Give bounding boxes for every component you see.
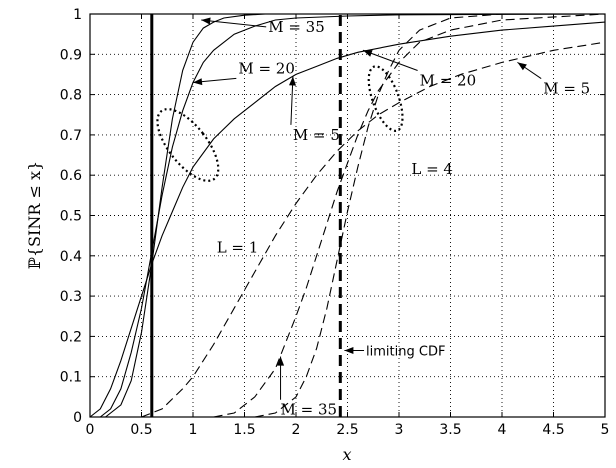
l4-group-ellipse — [367, 65, 404, 132]
annotation-arrow-head — [517, 62, 527, 71]
annotation-arrow-head — [277, 356, 285, 366]
y-tick-label: 0.7 — [60, 128, 82, 144]
x-tick-label: 4.5 — [542, 422, 564, 438]
x-tick-label: 0.5 — [130, 422, 152, 438]
annotation-l-4: L = 4 — [411, 160, 453, 178]
annotation-limiting-cdf: limiting CDF — [366, 345, 445, 360]
annotation-arrow-head — [201, 17, 211, 25]
y-axis-label: ℙ{SINR ≤ x} — [25, 161, 44, 269]
y-tick-label: 0.8 — [60, 88, 82, 104]
y-tick-label: 0.6 — [60, 168, 82, 184]
annotation-m-5: M = 5 — [293, 126, 340, 144]
annotation-arrow-head — [344, 347, 354, 354]
x-tick-label: 4 — [498, 422, 507, 438]
y-tick-label: 1 — [73, 7, 82, 23]
annotation-m-20: M = 20 — [420, 71, 477, 89]
annotation-arrow-head — [289, 76, 296, 86]
series-layer — [89, 13, 606, 418]
series-line-l1-m-20 — [90, 13, 606, 418]
x-tick-label: 5 — [601, 422, 610, 438]
x-tick-label: 3.5 — [439, 422, 461, 438]
x-tick-label: 1.5 — [233, 422, 255, 438]
series-line-l1-m-35 — [90, 13, 605, 418]
annotation-m-20: M = 20 — [238, 59, 295, 77]
series-line-l4-m-20 — [213, 13, 606, 418]
annotations-layer: M = 35 M = 20 M = 5 L = 1 M = 20 M = 5 L = 4 M … — [192, 17, 590, 419]
annotation-arrow-shaft — [201, 19, 267, 28]
x-tick-label: 2.5 — [336, 422, 358, 438]
series-line-l1-m-5 — [89, 21, 606, 418]
annotation-m-5: M = 5 — [543, 80, 590, 98]
group-ellipses — [156, 65, 404, 182]
annotation-m-35: M = 35 — [268, 18, 325, 36]
y-tick-label: 0.1 — [60, 370, 82, 386]
annotation-l-1: L = 1 — [217, 239, 259, 257]
x-tick-label: 1 — [189, 422, 198, 438]
ticks: 0 0.5 1 1.5 2 2.5 3 3.5 4 4.5 5 0 0.1 0.2 0.3 0.4 0.5 0.6… — [60, 7, 610, 438]
l1-group-ellipse — [156, 108, 220, 182]
y-tick-label: 0.4 — [60, 249, 82, 265]
x-tick-label: 3 — [395, 422, 404, 438]
y-tick-label: 0 — [73, 410, 82, 426]
x-tick-label: 2 — [292, 422, 301, 438]
annotation-arrow-head — [362, 50, 373, 57]
x-tick-label: 0 — [86, 422, 95, 438]
y-tick-label: 0.2 — [60, 329, 82, 345]
annotation-arrow-head — [193, 78, 203, 86]
x-axis-label: x — [342, 445, 351, 464]
y-tick-label: 0.5 — [60, 209, 82, 225]
annotation-m-35: M = 35 — [281, 401, 338, 419]
annotation-arrow-shaft — [362, 49, 418, 71]
series-line-l4-m-35 — [254, 13, 605, 418]
series-line-l4-m-5 — [141, 41, 606, 418]
y-tick-label: 0.3 — [60, 289, 82, 305]
y-tick-label: 0.9 — [60, 47, 82, 63]
